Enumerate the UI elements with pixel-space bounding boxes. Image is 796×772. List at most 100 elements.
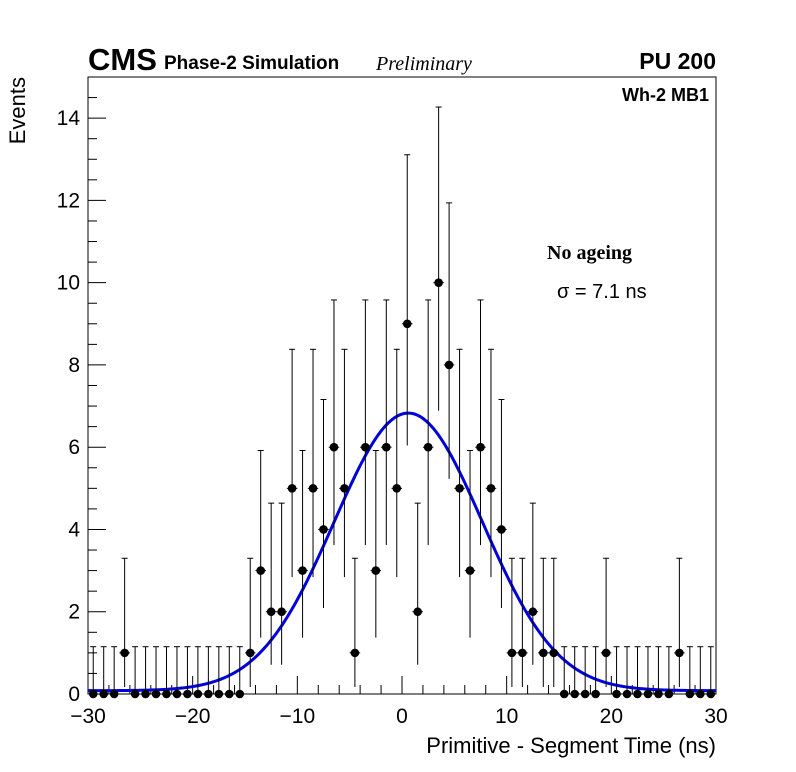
data-point (140, 646, 151, 699)
data-point (171, 646, 183, 699)
data-point (328, 299, 340, 546)
data-marker (559, 689, 569, 699)
data-marker (277, 607, 286, 617)
y-tick-label: 0 (68, 683, 80, 706)
fit-layer (88, 411, 717, 693)
data-marker (235, 689, 245, 699)
data-marker (423, 442, 433, 452)
x-tick-label: 20 (600, 705, 623, 728)
data-point (527, 502, 539, 665)
fit-sigma-label: σ = 7.1 ns (557, 281, 647, 303)
data-marker (580, 689, 590, 699)
data-marker (675, 648, 684, 658)
data-point (108, 646, 120, 699)
data-marker (141, 689, 150, 699)
data-marker (183, 689, 192, 699)
data-marker (685, 689, 695, 699)
data-marker (518, 648, 527, 658)
data-point (569, 646, 580, 699)
data-point (119, 557, 130, 688)
data-marker (193, 689, 203, 699)
data-marker (413, 607, 423, 617)
data-marker (696, 689, 705, 699)
region-label: Wh-2 MB1 (622, 85, 709, 105)
data-marker (287, 484, 297, 493)
y-tick-label: 4 (68, 518, 80, 541)
data-point (621, 646, 633, 699)
data-marker (99, 689, 108, 699)
data-point (381, 299, 392, 546)
data-marker (643, 689, 653, 699)
data-point (695, 646, 706, 699)
data-point (548, 557, 559, 688)
data-marker (476, 442, 485, 452)
data-marker (528, 607, 538, 617)
data-point (422, 299, 434, 546)
data-point (192, 646, 204, 699)
fit-curve (88, 411, 717, 693)
data-marker (120, 648, 129, 658)
data-marker (507, 648, 517, 658)
data-point (150, 646, 162, 699)
data-point (611, 646, 622, 699)
data-marker (591, 689, 600, 699)
y-axis: 0 2 4 6 8 10 12 14 (57, 76, 106, 706)
data-point (464, 449, 476, 638)
data-point (213, 646, 225, 699)
data-point (161, 646, 172, 699)
data-marker (539, 648, 548, 658)
data-point (245, 557, 256, 688)
data-marker (329, 442, 339, 452)
x-axis-title: Primitive - Segment Time (ns) (426, 733, 716, 758)
data-marker (392, 484, 402, 493)
condition-label: No ageing (547, 242, 632, 264)
data-point (705, 646, 716, 699)
data-points (88, 106, 716, 699)
data-point (579, 646, 591, 699)
y-tick-label: 14 (57, 107, 81, 130)
data-marker (455, 484, 464, 493)
data-point (600, 557, 612, 688)
y-axis-title: Events (5, 77, 30, 144)
data-marker (214, 689, 224, 699)
data-point (475, 299, 486, 546)
data-marker (266, 607, 276, 617)
x-axis: −30 −20 −10 0 10 20 30 (70, 676, 728, 728)
data-point (339, 348, 350, 578)
data-point (98, 646, 109, 699)
data-point (318, 398, 329, 609)
data-marker (340, 484, 349, 493)
data-marker (361, 442, 370, 452)
data-point (412, 502, 423, 665)
data-marker (633, 689, 642, 699)
data-point (360, 299, 371, 546)
data-point (203, 646, 214, 699)
data-marker (497, 525, 506, 534)
data-point (255, 449, 266, 638)
data-point (391, 348, 402, 578)
data-marker (549, 648, 559, 658)
data-point (88, 646, 99, 699)
data-point (653, 646, 664, 699)
data-point (485, 348, 497, 578)
x-tick-label: −30 (70, 705, 106, 728)
subtitle-label: Phase-2 Simulation (164, 53, 339, 74)
x-tick-label: 30 (704, 705, 727, 728)
data-marker (319, 525, 328, 534)
data-point (182, 646, 193, 699)
data-marker (256, 566, 266, 575)
y-tick-label: 2 (68, 601, 80, 624)
data-marker (245, 648, 255, 658)
data-point (433, 106, 444, 411)
data-marker (612, 689, 621, 699)
y-tick-label: 8 (68, 354, 80, 377)
data-marker (465, 566, 475, 575)
data-point (402, 154, 413, 446)
data-point (370, 449, 382, 638)
data-point (286, 348, 298, 578)
data-marker (622, 689, 632, 699)
data-point (224, 646, 235, 699)
data-marker (654, 689, 663, 699)
data-marker (444, 360, 454, 370)
